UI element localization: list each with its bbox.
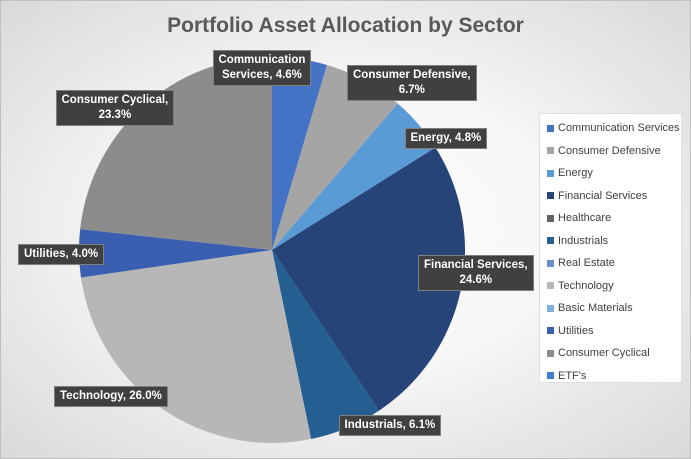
pie-slice-communication-services: [272, 57, 327, 250]
data-label-line: 6.7%: [398, 84, 425, 96]
data-label-line: Communication: [218, 54, 306, 66]
legend-item-financial-services: Financial Services: [540, 185, 681, 208]
data-label-utilities: Utilities, 4.0%: [18, 243, 105, 265]
legend-item-industrials: Industrials: [540, 230, 681, 253]
legend-label: Financial Services: [558, 189, 648, 202]
legend-swatch: [547, 192, 554, 200]
legend-item-etf-s: ETF's: [540, 365, 681, 388]
legend-item-energy: Energy: [540, 162, 681, 185]
legend-label: Consumer Cyclical: [558, 347, 650, 360]
data-label-line: 24.6%: [459, 274, 493, 286]
legend-swatch: [547, 237, 554, 245]
pie-slice-consumer-cyclical: [80, 57, 272, 250]
legend-item-technology: Technology: [540, 275, 681, 298]
legend-label: Communication Services: [558, 122, 680, 135]
chart-legend: Communication Services Consumer Defensive…: [539, 113, 682, 383]
legend-swatch: [547, 349, 554, 357]
legend-label: Industrials: [558, 234, 609, 247]
legend-item-communication-services: Communication Services: [540, 117, 681, 140]
legend-swatch: [547, 282, 554, 290]
legend-item-consumer-defensive: Consumer Defensive: [540, 140, 681, 163]
legend-label: Utilities: [558, 324, 594, 337]
legend-swatch: [547, 169, 554, 177]
legend-swatch: [547, 214, 554, 222]
pie-slice-technology: [80, 250, 312, 444]
data-label-line: Consumer Defensive,: [353, 69, 471, 81]
legend-label: Basic Materials: [558, 302, 633, 315]
data-label-line: Financial Services,: [424, 259, 528, 271]
legend-item-real-estate: Real Estate: [540, 252, 681, 275]
legend-swatch: [547, 327, 554, 335]
data-label-line: Utilities, 4.0%: [24, 247, 99, 260]
data-label-technology: Technology, 26.0%: [54, 385, 168, 407]
pie-slice-energy: [272, 103, 436, 250]
legend-label: Technology: [558, 279, 614, 292]
legend-swatch: [547, 372, 554, 380]
pie-slice-industrials: [272, 250, 379, 439]
data-label-line: Energy, 4.8%: [410, 131, 482, 144]
data-label-line: Consumer Cyclical,: [61, 94, 169, 106]
legend-swatch: [547, 259, 554, 267]
pie-slice-utilities: [78, 229, 272, 278]
data-label-energy: Energy, 4.8%: [404, 127, 488, 149]
chart-title: Portfolio Asset Allocation by Sector: [167, 14, 524, 37]
data-label-line: Technology, 26.0%: [60, 389, 162, 402]
legend-item-consumer-cyclical: Consumer Cyclical: [540, 342, 681, 365]
legend-label: Healthcare: [558, 212, 612, 225]
data-label-consumer-cyclical: Consumer Cyclical, 23.3%: [55, 90, 175, 126]
data-label-consumer-defensive: Consumer Defensive, 6.7%: [347, 65, 477, 101]
data-label-communication-services: Communication Services, 4.6%: [212, 50, 312, 86]
pie-slice-financial-services: [272, 147, 465, 411]
legend-item-basic-materials: Basic Materials: [540, 297, 681, 320]
data-label-industrials: Industrials, 6.1%: [338, 414, 442, 436]
data-label-line: Services, 4.6%: [221, 69, 302, 81]
legend-label: ETF's: [558, 369, 587, 382]
legend-swatch: [547, 124, 554, 132]
legend-label: Consumer Defensive: [558, 144, 661, 157]
legend-item-healthcare: Healthcare: [540, 207, 681, 230]
data-label-line: Industrials, 6.1%: [344, 418, 436, 431]
data-label-financial-services: Financial Services, 24.6%: [418, 255, 534, 291]
legend-swatch: [547, 147, 554, 155]
pie-slice-consumer-defensive: [272, 64, 398, 251]
legend-label: Energy: [558, 167, 593, 180]
legend-label: Real Estate: [558, 257, 615, 270]
data-label-line: 23.3%: [98, 109, 132, 121]
legend-swatch: [547, 304, 554, 312]
legend-item-utilities: Utilities: [540, 320, 681, 343]
